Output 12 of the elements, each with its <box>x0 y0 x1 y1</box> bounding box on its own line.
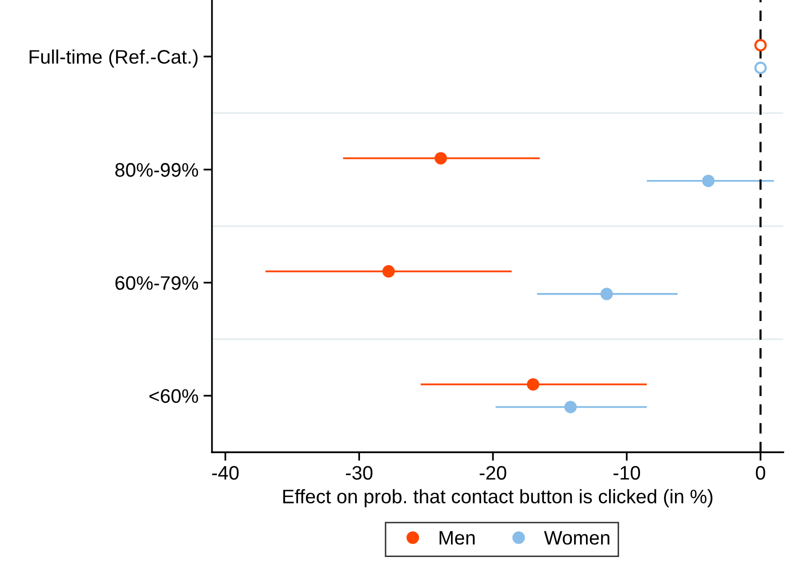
x-tick-label: 0 <box>756 466 766 480</box>
y-tick-label: <60% <box>149 389 198 403</box>
x-tick-label: -10 <box>614 466 640 480</box>
legend-label: Women <box>544 531 610 545</box>
x-tick-label: -20 <box>480 466 506 480</box>
y-tick-label: 60%-79% <box>115 276 198 290</box>
legend-label: Men <box>440 531 475 545</box>
y-tick-label: Full-time (Ref.-Cat.) <box>30 49 198 68</box>
x-tick-label: -40 <box>212 466 239 480</box>
x-tick-label: -30 <box>346 466 372 480</box>
x-axis-title: Effect on prob. that contact button is clicked (in %) <box>283 489 712 508</box>
y-tick-label: 80%-99% <box>115 163 198 177</box>
